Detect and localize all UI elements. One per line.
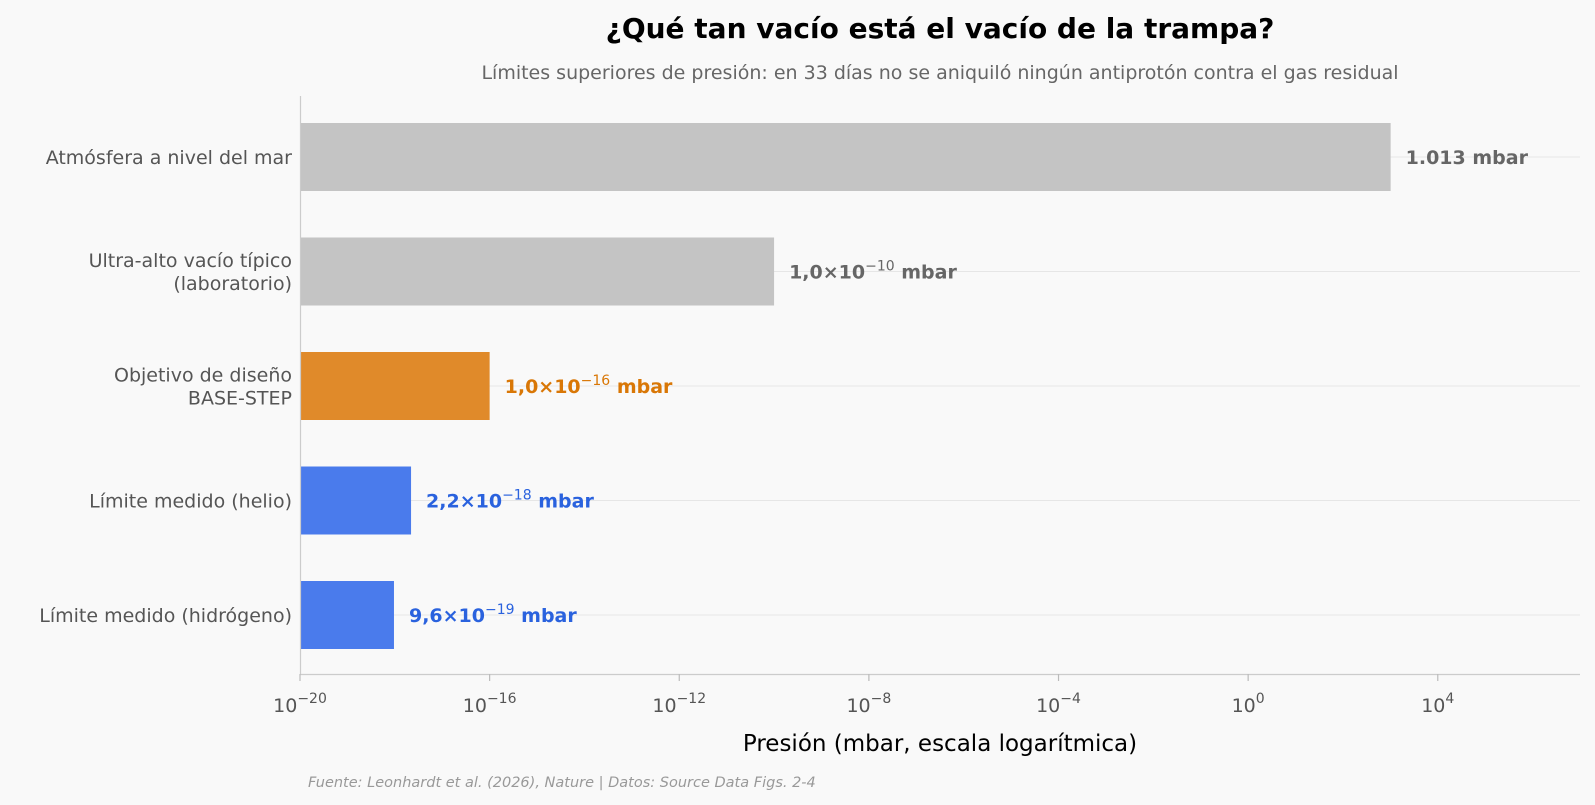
category-label: Atmósfera a nivel del mar: [46, 147, 292, 169]
gridlines: [300, 156, 1580, 616]
category-label-line: Ultra-alto vacío típico: [89, 250, 292, 272]
x-tick-exponent: −20: [297, 691, 327, 707]
bar: [300, 123, 1391, 191]
value-label-unit: mbar: [895, 262, 958, 284]
value-label-exponent: −19: [485, 602, 515, 618]
x-tick-label: 10−8: [846, 691, 891, 717]
value-label: 2,2×10−18 mbar: [426, 488, 594, 513]
category-label-line: Límite medido (hidrógeno): [39, 605, 292, 627]
value-label-base: 10: [554, 376, 580, 398]
bars: [300, 123, 1391, 649]
category-label-line: BASE-STEP: [188, 388, 292, 410]
x-tick-label: 104: [1421, 691, 1454, 717]
x-tick-base: 10: [1232, 695, 1256, 717]
chart-title: ¿Qué tan vacío está el vacío de la tramp…: [606, 12, 1275, 45]
category-label-line: Atmósfera a nivel del mar: [46, 147, 292, 169]
value-label-unit: mbar: [532, 491, 595, 513]
x-tick-exponent: −12: [677, 691, 707, 707]
category-label: Objetivo de diseño BASE-STEP: [114, 365, 292, 410]
x-tick-exponent: −4: [1060, 691, 1081, 707]
category-label-line: Objetivo de diseño: [114, 365, 292, 387]
category-label: Límite medido (hidrógeno): [39, 605, 292, 627]
bar: [300, 581, 394, 649]
x-axis-ticks: 10−20 10−16 10−12 10−8 10−4 100 104: [273, 674, 1454, 717]
x-tick-base: 10: [652, 695, 676, 717]
x-tick-exponent: −8: [871, 691, 892, 707]
x-tick-base: 10: [1036, 695, 1060, 717]
category-label: Límite medido (helio): [89, 491, 292, 513]
x-axis-label: Presión (mbar, escala logarítmica): [743, 731, 1137, 757]
value-label-exponent: −10: [865, 259, 895, 275]
bar: [300, 352, 490, 420]
value-label-base: 10: [476, 491, 502, 513]
value-label-mantissa: 2,2×: [426, 491, 476, 513]
category-label-line: Límite medido (helio): [89, 491, 292, 513]
value-label: 1.013 mbar: [1406, 147, 1529, 169]
x-tick-exponent: 0: [1256, 691, 1265, 707]
value-label-exponent: −18: [502, 488, 532, 504]
value-label-mantissa: 1,0×: [789, 262, 839, 284]
chart-subtitle: Límites superiores de presión: en 33 día…: [481, 62, 1398, 84]
x-tick-label: 100: [1232, 691, 1265, 717]
value-label: 1,0×10−10 mbar: [789, 259, 957, 284]
value-label-base: 10: [839, 262, 865, 284]
value-label: 9,6×10−19 mbar: [409, 602, 577, 627]
x-tick-base: 10: [463, 695, 487, 717]
x-tick-base: 10: [846, 695, 870, 717]
x-tick-base: 10: [273, 695, 297, 717]
category-labels: Atmósfera a nivel del mar Ultra-alto vací…: [39, 147, 292, 627]
value-label-base: 10: [459, 605, 485, 627]
value-label: 1,0×10−16 mbar: [505, 373, 673, 398]
value-label-mantissa: 1.013: [1406, 147, 1466, 169]
x-tick-base: 10: [1421, 695, 1445, 717]
source-note: Fuente: Leonhardt et al. (2026), Nature …: [308, 775, 816, 791]
value-label-unit: mbar: [1466, 147, 1529, 169]
x-tick-label: 10−20: [273, 691, 327, 717]
x-tick-label: 10−16: [463, 691, 517, 717]
value-label-unit: mbar: [515, 605, 578, 627]
x-tick-exponent: 4: [1445, 691, 1454, 707]
value-label-mantissa: 9,6×: [409, 605, 459, 627]
x-tick-label: 10−4: [1036, 691, 1081, 717]
category-label-line: (laboratorio): [173, 273, 292, 295]
value-label-exponent: −16: [581, 373, 611, 389]
x-tick-label: 10−12: [652, 691, 706, 717]
value-label-mantissa: 1,0×: [505, 376, 555, 398]
x-tick-exponent: −16: [487, 691, 517, 707]
value-label-unit: mbar: [610, 376, 673, 398]
bar: [300, 466, 412, 535]
category-label: Ultra-alto vacío típico (laboratorio): [89, 250, 292, 295]
bar: [300, 237, 775, 306]
